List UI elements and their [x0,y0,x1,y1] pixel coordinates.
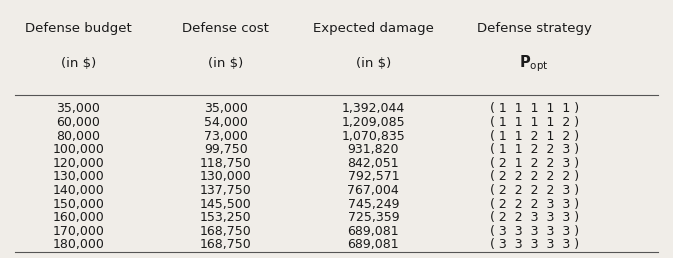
Text: $\mathbf{P}_{\rm opt}$: $\mathbf{P}_{\rm opt}$ [520,54,549,74]
Text: (in $): (in $) [61,58,96,70]
Text: 99,750: 99,750 [204,143,248,156]
Text: 60,000: 60,000 [57,116,100,129]
Text: 1,209,085: 1,209,085 [342,116,405,129]
Text: 725,359: 725,359 [347,211,399,224]
Text: 35,000: 35,000 [57,102,100,116]
Text: ( 2  1  2  2  3 ): ( 2 1 2 2 3 ) [490,157,579,170]
Text: 689,081: 689,081 [347,238,399,251]
Text: Defense cost: Defense cost [182,22,269,35]
Text: Defense strategy: Defense strategy [476,22,592,35]
Text: ( 2  2  2  2  3 ): ( 2 2 2 2 3 ) [490,184,579,197]
Text: 792,571: 792,571 [347,170,399,183]
Text: 842,051: 842,051 [347,157,399,170]
Text: 168,750: 168,750 [200,225,252,238]
Text: 145,500: 145,500 [200,198,252,211]
Text: Expected damage: Expected damage [313,22,434,35]
Text: 100,000: 100,000 [52,143,104,156]
Text: 745,249: 745,249 [348,198,399,211]
Text: 153,250: 153,250 [200,211,252,224]
Text: 180,000: 180,000 [52,238,104,251]
Text: ( 2  2  3  3  3 ): ( 2 2 3 3 3 ) [490,211,579,224]
Text: 1,070,835: 1,070,835 [341,130,405,143]
Text: 130,000: 130,000 [200,170,252,183]
Text: ( 2  2  2  3  3 ): ( 2 2 2 3 3 ) [490,198,579,211]
Text: 689,081: 689,081 [347,225,399,238]
Text: 120,000: 120,000 [52,157,104,170]
Text: ( 3  3  3  3  3 ): ( 3 3 3 3 3 ) [490,225,579,238]
Text: ( 2  2  2  2  2 ): ( 2 2 2 2 2 ) [490,170,579,183]
Text: 1,392,044: 1,392,044 [342,102,405,116]
Text: 140,000: 140,000 [52,184,104,197]
Text: 54,000: 54,000 [204,116,248,129]
Text: 767,004: 767,004 [347,184,399,197]
Text: ( 1  1  2  2  3 ): ( 1 1 2 2 3 ) [490,143,579,156]
Text: 160,000: 160,000 [52,211,104,224]
Text: 35,000: 35,000 [204,102,248,116]
Text: 118,750: 118,750 [200,157,252,170]
Text: 150,000: 150,000 [52,198,104,211]
Text: ( 1  1  1  1  1 ): ( 1 1 1 1 1 ) [490,102,579,116]
Text: 73,000: 73,000 [204,130,248,143]
Text: 137,750: 137,750 [200,184,252,197]
Text: 931,820: 931,820 [348,143,399,156]
Text: Defense budget: Defense budget [25,22,132,35]
Text: (in $): (in $) [356,58,391,70]
Text: 130,000: 130,000 [52,170,104,183]
Text: ( 1  1  1  1  2 ): ( 1 1 1 1 2 ) [490,116,579,129]
Text: 168,750: 168,750 [200,238,252,251]
Text: (in $): (in $) [208,58,244,70]
Text: 170,000: 170,000 [52,225,104,238]
Text: 80,000: 80,000 [57,130,100,143]
Text: ( 3  3  3  3  3 ): ( 3 3 3 3 3 ) [490,238,579,251]
Text: ( 1  1  2  1  2 ): ( 1 1 2 1 2 ) [490,130,579,143]
